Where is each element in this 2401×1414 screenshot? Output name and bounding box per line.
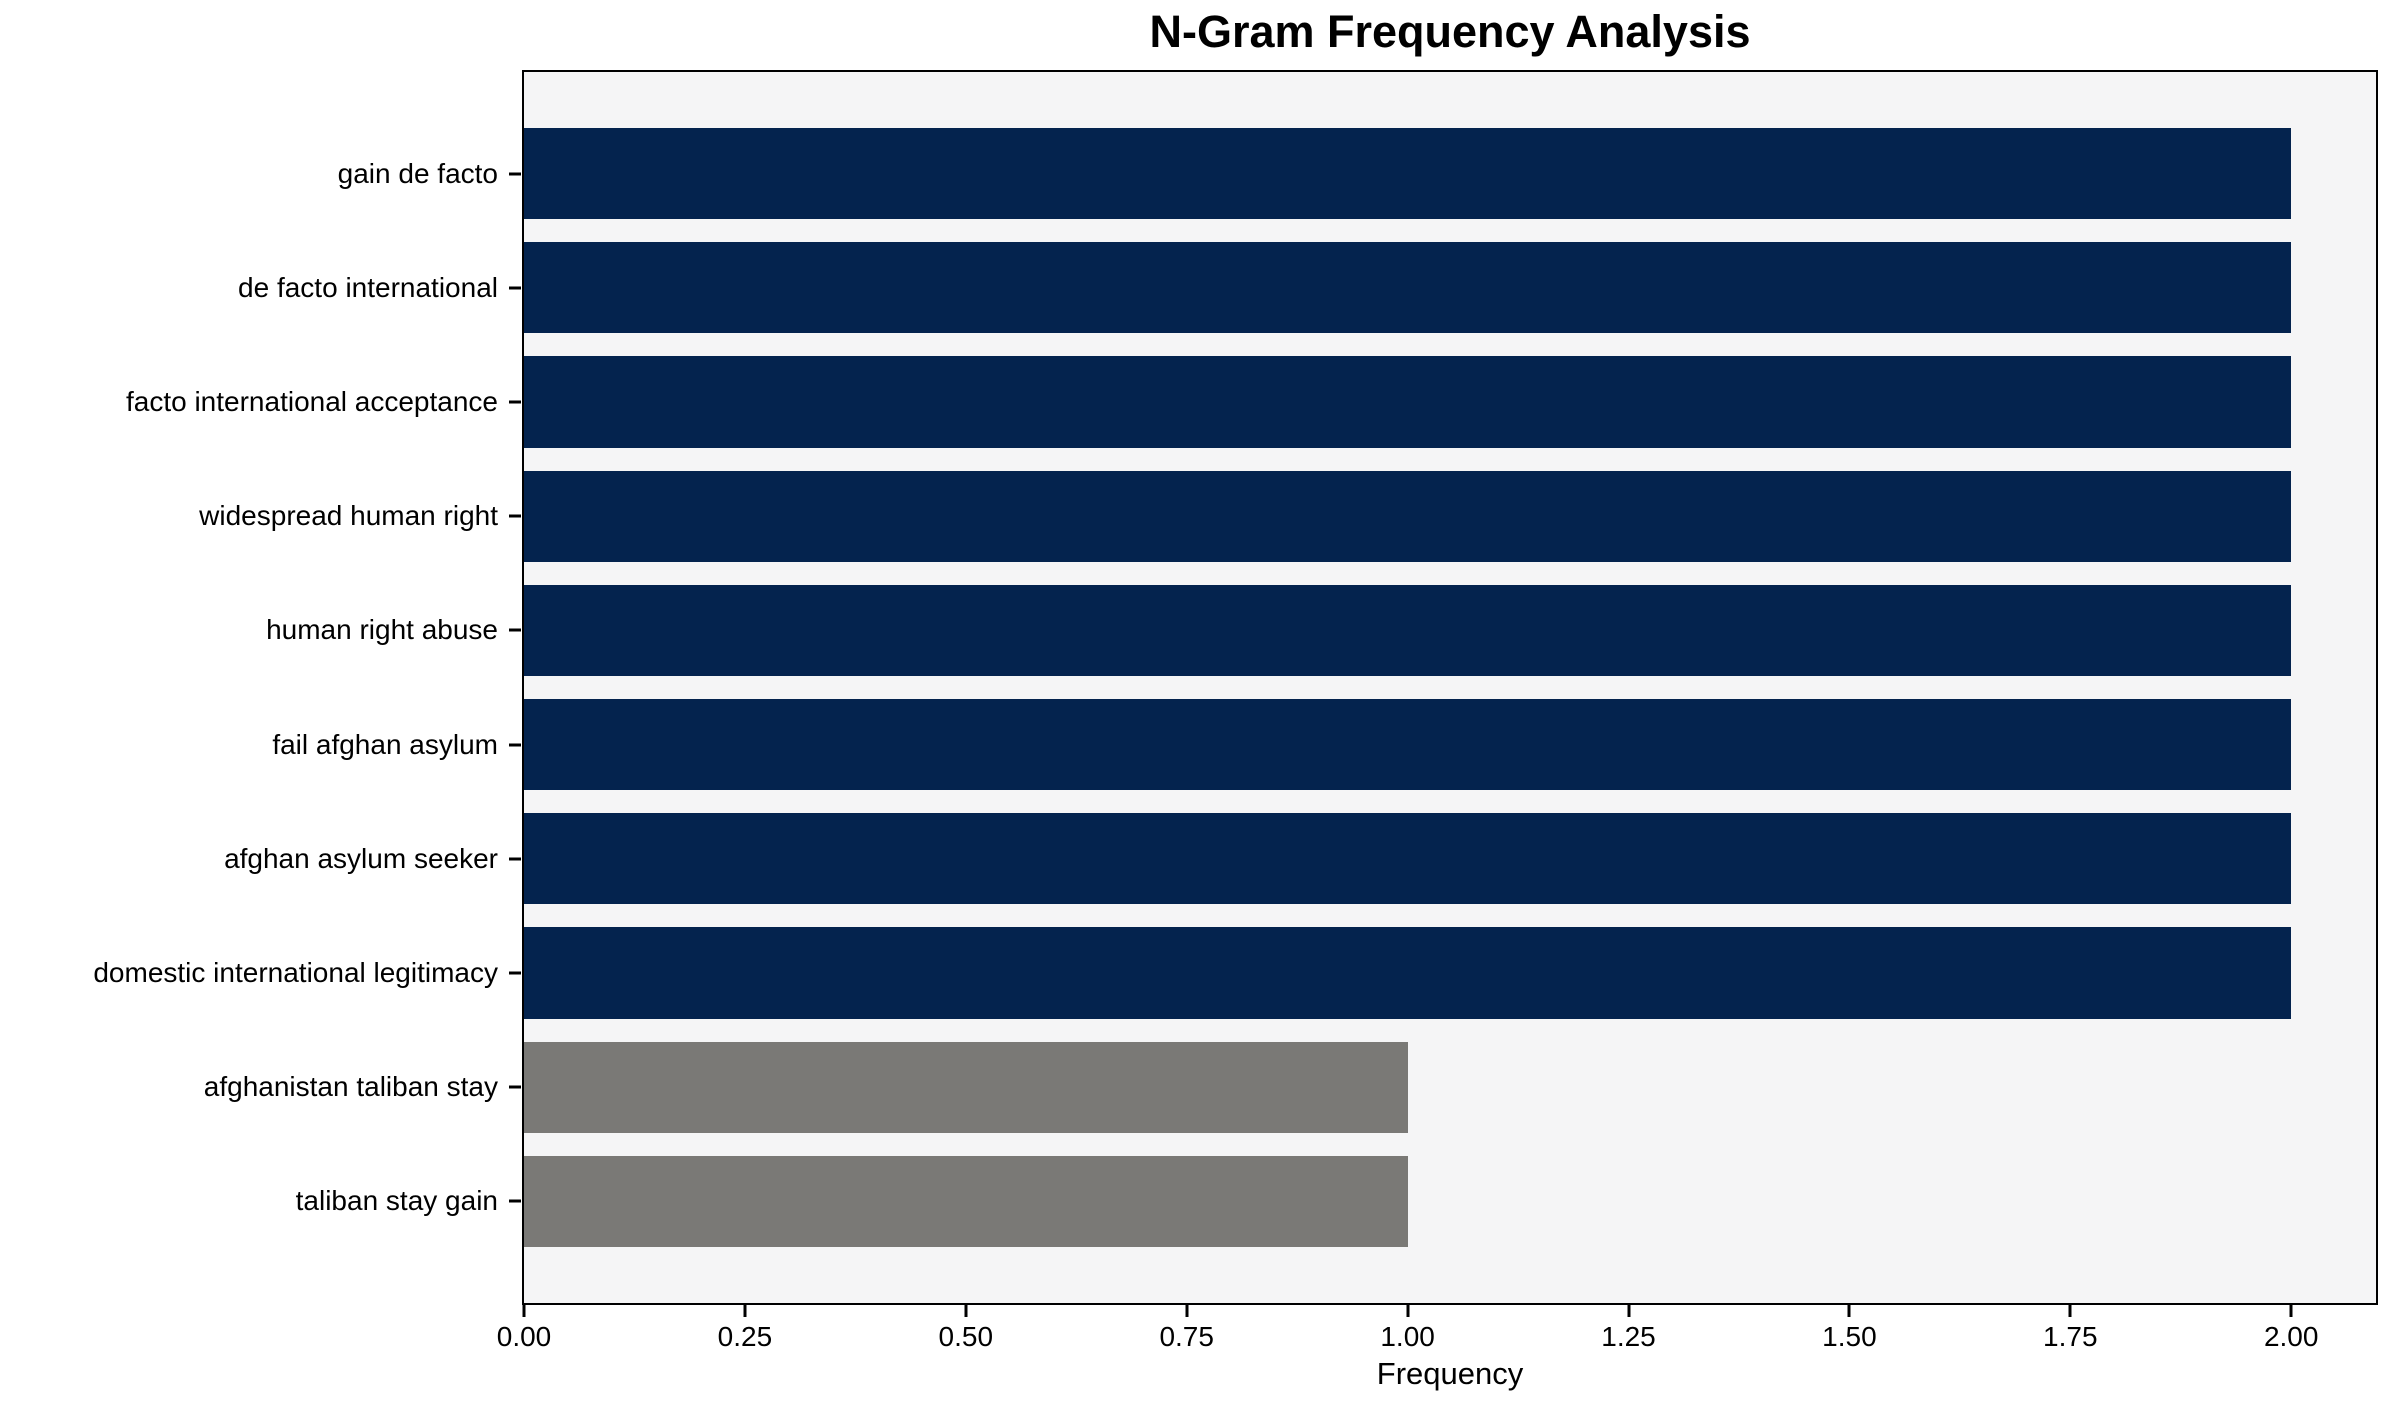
bar [524,128,2292,220]
y-tick-mark [509,743,521,747]
x-tick-label: 1.50 [1822,1321,1877,1352]
bar [524,927,2292,1019]
x-tick-mark [1847,1305,1851,1317]
y-tick-label: human right abuse [266,614,498,646]
y-tick-mark [509,1199,521,1203]
x-tick-mark [2289,1305,2293,1317]
y-tick-label: afghanistan taliban stay [203,1071,498,1103]
bar [524,1041,1408,1133]
bar [524,813,2292,905]
x-tick-mark [743,1305,747,1317]
y-tick-label: facto international acceptance [125,386,498,417]
x-tick-label: 0.50 [938,1321,994,1352]
y-tick-mark [509,971,521,975]
x-tick-mark [522,1305,526,1317]
y-tick-label: gain de facto [337,157,498,189]
x-tick-mark [1627,1305,1630,1317]
y-tick-label: domestic international legitimacy [93,957,498,988]
bar [524,1155,1408,1248]
y-tick-mark [509,628,521,632]
y-tick-label: fail afghan asylum [272,728,498,760]
x-tick-mark [1185,1305,1189,1317]
x-tick-mark [2068,1305,2072,1317]
x-tick-label: 0.25 [717,1321,773,1352]
y-tick-label: taliban stay gain [295,1185,498,1217]
y-tick-label: afghan asylum seeker [224,842,498,874]
x-tick-mark [964,1305,968,1317]
x-tick-mark [1406,1305,1410,1317]
x-tick-label: 1.25 [1601,1321,1656,1352]
y-tick-mark [509,286,521,290]
y-tick-mark [509,400,521,404]
bar [524,470,2292,562]
y-tick-label: de facto international [238,271,498,303]
x-tick-label: 1.00 [1380,1321,1435,1352]
bar [524,242,2292,334]
y-tick-label: widespread human right [199,500,498,532]
y-tick-mark [509,514,521,518]
x-tick-label: 1.75 [2043,1321,2098,1352]
x-tick-label: 0.00 [496,1321,552,1352]
y-tick-mark [509,1085,521,1089]
x-axis-label: Frequency [1376,1356,1524,1391]
bar [524,584,2292,677]
y-tick-mark [509,857,521,861]
y-tick-mark [509,172,521,176]
chart-title: N-Gram Frequency Analysis [1149,6,1751,57]
bar [524,698,2292,791]
x-tick-label: 2.00 [2263,1321,2319,1352]
x-tick-label: 0.75 [1159,1321,1214,1352]
bar [524,356,2292,448]
plot-area [522,70,2378,1305]
